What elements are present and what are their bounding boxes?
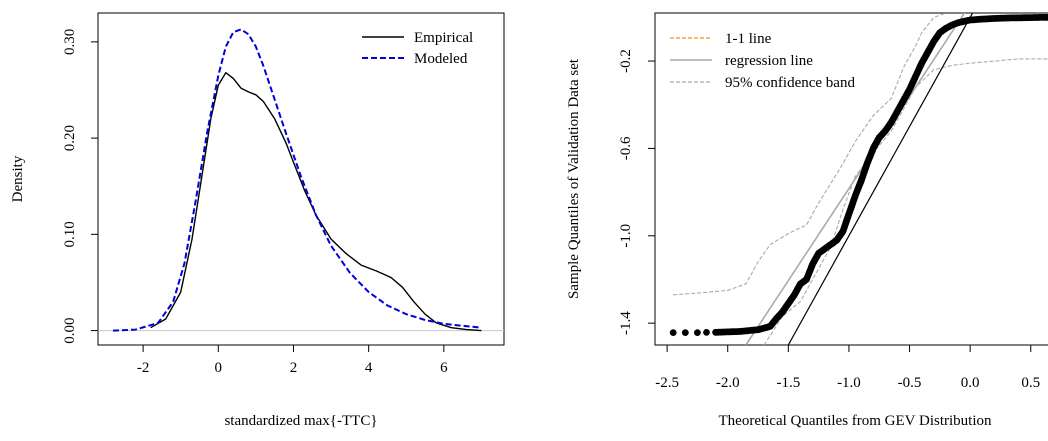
qq-x-axis: -2.5 -2.0 -1.5 -1.0 -0.5 0.0 0.5 xyxy=(655,344,1040,391)
qq-x-tick-label: -0.5 xyxy=(898,375,922,391)
legend-confidence-label: 95% confidence band xyxy=(725,75,855,91)
density-y-tick-label: 0.20 xyxy=(62,125,78,151)
regression-line xyxy=(745,13,966,345)
confidence-band-lower xyxy=(763,58,1048,345)
one-to-one-line xyxy=(787,13,974,345)
density-x-tick-label: 4 xyxy=(365,360,373,376)
qq-x-tick-label: 0.0 xyxy=(961,375,980,391)
legend-empirical-label: Empirical xyxy=(414,30,473,46)
density-x-tick-label: 2 xyxy=(290,360,298,376)
confidence-band-upper xyxy=(673,13,947,296)
density-x-axis: -2 0 2 4 6 xyxy=(137,344,448,376)
qq-x-tick-label: -1.5 xyxy=(776,375,800,391)
density-series xyxy=(112,28,482,332)
legend-one-to-one-label: 1-1 line xyxy=(725,31,772,47)
density-x-tick-label: 6 xyxy=(440,360,448,376)
qq-y-tick-label: -1.4 xyxy=(618,311,634,335)
qq-x-tick-label: -1.0 xyxy=(837,375,861,391)
density-x-tick-label: -2 xyxy=(137,360,150,376)
qq-y-tick-label: -0.2 xyxy=(618,49,634,73)
density-y-axis: 0.00 0.10 0.20 0.30 xyxy=(62,29,99,344)
density-legend: Empirical Modeled xyxy=(362,30,473,67)
qq-y-axis-label: Sample Quantiles of Validation Data set xyxy=(566,58,582,299)
density-chart: -2 0 2 4 6 0.00 0.10 0.20 0.30 standardized max… xyxy=(10,12,505,429)
qq-point xyxy=(669,329,677,336)
density-x-axis-label: standardized max{-TTC} xyxy=(224,413,377,429)
legend-regression-label: regression line xyxy=(725,53,813,69)
qq-x-tick-label: -2.0 xyxy=(716,375,740,391)
density-y-tick-label: 0.00 xyxy=(62,317,78,343)
qq-point xyxy=(694,329,701,336)
density-y-tick-label: 0.10 xyxy=(62,221,78,247)
qq-y-axis: -1.4 -1.0 -0.6 -0.2 xyxy=(618,49,656,335)
series-line-empirical xyxy=(150,71,482,332)
density-y-axis-label: Density xyxy=(10,155,26,202)
series-line-modeled xyxy=(112,28,482,332)
density-x-tick-label: 0 xyxy=(215,360,223,376)
density-y-tick-label: 0.30 xyxy=(62,29,78,55)
qq-x-tick-label: -2.5 xyxy=(655,375,679,391)
qq-y-tick-label: -0.6 xyxy=(618,136,634,160)
qq-plot-area xyxy=(669,13,1048,345)
qq-y-tick-label: -1.0 xyxy=(618,224,634,248)
qq-point xyxy=(681,329,689,336)
qq-plot-frame xyxy=(654,12,1048,346)
legend-modeled-label: Modeled xyxy=(414,51,468,67)
qq-x-axis-label: Theoretical Quantiles from GEV Distribut… xyxy=(719,413,992,429)
qq-point xyxy=(1045,14,1048,21)
qq-point xyxy=(703,329,710,336)
qq-x-tick-label: 0.5 xyxy=(1021,375,1040,391)
qq-chart: -2.5 -2.0 -1.5 -1.0 -0.5 0.0 0.5 -1.4-1.0-0.6-… xyxy=(566,12,1048,429)
qq-legend: 1-1 line regression line 95% confidence … xyxy=(670,31,855,91)
